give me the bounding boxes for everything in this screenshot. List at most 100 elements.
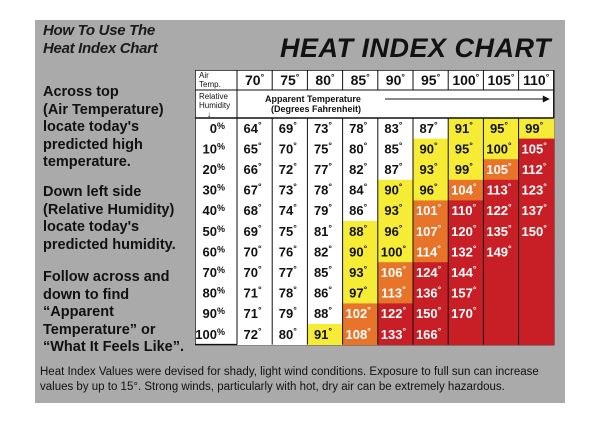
heat-index-value: 80° (349, 140, 367, 156)
zone-cell (272, 179, 308, 201)
zone-cell (518, 200, 555, 222)
heat-index-value: 102° (346, 305, 372, 321)
zone-cell (448, 138, 484, 160)
heat-index-value: 74° (279, 202, 297, 218)
zone-cell (518, 282, 555, 304)
zone-cell (237, 282, 273, 304)
zone-cell (272, 303, 308, 325)
zone-cell (448, 179, 484, 201)
instruction-follow: Follow across and down to find “Apparent… (43, 269, 201, 357)
instruction-line: down to find (43, 286, 130, 303)
footnote: Heat Index Values were devised for shady… (40, 365, 562, 395)
humidity-row-label: 80% (203, 286, 225, 301)
heat-index-value: 86° (314, 285, 332, 301)
heat-index-value: 67° (244, 182, 262, 198)
heat-index-value: 113° (381, 285, 406, 301)
zone-cell (237, 324, 273, 346)
instruction-line: predicted high (43, 136, 143, 153)
zone-cell (272, 282, 308, 304)
heat-index-value: 70° (244, 264, 262, 280)
zone-cell (483, 262, 520, 284)
instruction-line: locate today's (43, 219, 140, 235)
heat-index-value: 135° (486, 223, 512, 239)
zone-cell (272, 118, 308, 140)
heat-index-value: 66° (244, 161, 262, 177)
heat-index-value: 71° (244, 285, 262, 301)
humidity-row-label: 20% (203, 162, 225, 177)
howto-heading: How To Use The Heat Index Chart (43, 22, 203, 58)
instruction-line: locate today's (43, 119, 140, 135)
heat-index-value: 124° (416, 264, 442, 280)
heat-index-value: 149° (486, 243, 512, 259)
heat-index-value: 137° (522, 202, 548, 218)
heat-index-value: 86° (349, 202, 367, 218)
column-temp-label: 110° (523, 72, 550, 88)
zone-cell (237, 303, 273, 325)
zone-cell (413, 303, 449, 325)
column-temp-label: 100° (452, 72, 479, 88)
heat-index-value: 76° (279, 243, 297, 259)
heat-index-value: 87° (420, 120, 438, 136)
zone-cell (237, 241, 273, 263)
heat-index-value: 114° (416, 243, 441, 259)
air-temp-label: Temp. (199, 80, 221, 89)
heat-index-value: 72° (279, 161, 297, 177)
zone-cell (483, 221, 520, 243)
zone-cell (342, 241, 379, 263)
zone-cell (413, 118, 449, 140)
column-temp-label: 105° (488, 72, 515, 88)
heat-index-value: 70° (279, 140, 297, 156)
heat-index-value: 101° (416, 202, 442, 218)
humidity-label: Relative (199, 92, 228, 101)
column-temp-label: 80° (315, 72, 335, 88)
heat-index-value: 99° (525, 120, 543, 136)
zone-cell (448, 159, 484, 181)
zone-cell (377, 221, 414, 243)
zone-cell (377, 118, 414, 140)
zone-cell (448, 241, 484, 263)
apparent-temp-label: Apparent Temperature (265, 94, 361, 104)
zone-cell (307, 303, 344, 325)
heat-index-value: 112° (522, 161, 547, 177)
zone-cell (483, 179, 520, 201)
instruction-line: temperature. (43, 154, 131, 170)
zone-cell (307, 221, 344, 243)
zone-cell (307, 200, 344, 222)
zone-cell (342, 138, 379, 160)
heat-index-value: 105° (486, 161, 512, 177)
zone-cell (518, 241, 555, 263)
zone-cell (413, 179, 449, 201)
heat-index-value: 110° (452, 202, 477, 218)
zone-cell (518, 221, 555, 243)
heat-index-value: 113° (487, 182, 512, 198)
heat-index-value: 78° (279, 285, 297, 301)
heat-index-value: 157° (451, 285, 477, 301)
instruction-line: predicted humidity. (43, 236, 176, 253)
chart-title: HEAT INDEX CHART (280, 33, 552, 63)
heat-index-value: 88° (349, 223, 367, 239)
column-temp-label: 90° (386, 72, 406, 88)
heat-index-value: 69° (244, 223, 262, 239)
heat-index-value: 75° (314, 140, 332, 156)
zone-cell (377, 262, 414, 284)
zone-cell (307, 118, 344, 140)
zone-cell (483, 282, 520, 304)
zone-cell (483, 118, 520, 140)
air-temp-label: Air (199, 71, 209, 80)
zone-cell (483, 138, 520, 160)
heat-index-value: 93° (384, 202, 402, 218)
instruction-down-left: Down left side (Relative Humidity) locat… (43, 184, 201, 254)
zone-cell (413, 324, 449, 346)
humidity-row-label: 30% (203, 183, 225, 198)
heat-index-value: 77° (279, 264, 297, 280)
zone-cell (237, 118, 273, 140)
heat-index-value: 123° (522, 182, 548, 198)
instruction-line: Across top (43, 84, 119, 100)
zone-cell (237, 138, 273, 160)
humidity-row-label: 90% (203, 306, 225, 321)
zone-cell (377, 303, 414, 325)
howto-line: How To Use The (43, 22, 155, 39)
heat-index-value: 82° (314, 243, 332, 259)
heat-index-value: 90° (349, 243, 367, 259)
zone-cell (307, 262, 344, 284)
